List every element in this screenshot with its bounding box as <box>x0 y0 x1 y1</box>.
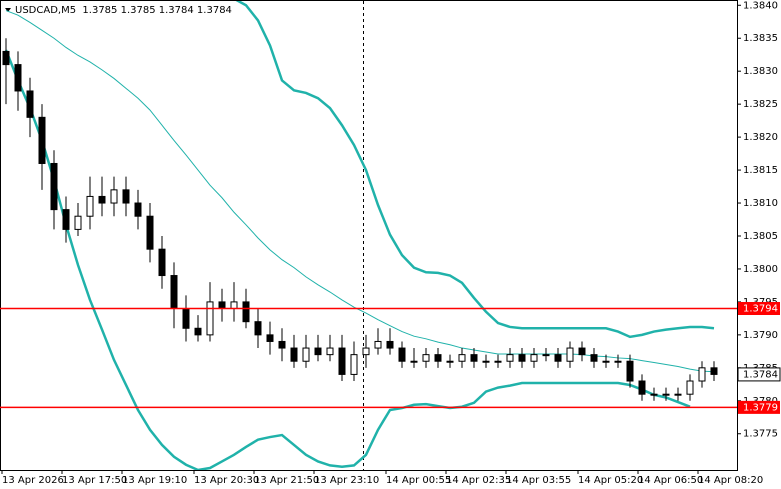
y-tick-label: 1.3820 <box>743 132 778 143</box>
x-tick-label: 14 Apr 00:55 <box>386 475 451 486</box>
candle-body <box>290 347 298 362</box>
candle-body <box>554 354 562 362</box>
plot-area <box>2 1 718 470</box>
bid-label: 1.3784 <box>743 369 778 380</box>
symbol-icon <box>5 8 11 12</box>
candle-body <box>314 347 322 356</box>
candle-body <box>170 275 178 309</box>
candle-body <box>662 393 670 396</box>
indicator-line <box>235 1 715 339</box>
x-tick-label: 14 Apr 03:55 <box>506 475 571 486</box>
x-tick-label: 13 Apr 2026 <box>2 475 64 486</box>
indicator-line <box>4 49 691 470</box>
candle-body <box>38 116 46 164</box>
y-tick-label: 1.3815 <box>743 165 778 176</box>
candle-body <box>14 64 22 92</box>
x-tick-label: 13 Apr 19:10 <box>122 475 187 486</box>
candle-body <box>50 162 58 211</box>
x-tick-label: 14 Apr 08:20 <box>698 475 763 486</box>
candle-body <box>218 301 226 309</box>
candle-body <box>410 360 418 363</box>
x-tick-label: 13 Apr 23:10 <box>314 475 379 486</box>
candle-body <box>230 301 238 309</box>
candle-body <box>542 354 550 357</box>
y-tick-label: 1.3840 <box>743 0 778 11</box>
x-tick-label: 14 Apr 02:35 <box>446 475 511 486</box>
candle-body <box>530 354 538 362</box>
y-tick-label: 1.3805 <box>743 231 778 242</box>
x-tick-label: 13 Apr 17:50 <box>62 475 127 486</box>
chart-title: USDCAD,M5 1.3785 1.3785 1.3784 1.3784 <box>15 5 232 16</box>
candle-body <box>674 393 682 396</box>
y-tick-label: 1.3810 <box>743 198 778 209</box>
y-tick-label: 1.3825 <box>743 99 778 110</box>
candle-body <box>374 340 382 349</box>
candle-body <box>698 367 706 382</box>
candle-body <box>62 209 70 230</box>
level-label: 1.3794 <box>743 303 778 314</box>
candle-body <box>710 367 718 375</box>
candle-body <box>626 360 634 382</box>
candle-body <box>434 354 442 362</box>
candle-body <box>470 354 478 362</box>
candle-body <box>254 321 262 336</box>
y-tick-label: 1.3830 <box>743 66 778 77</box>
candle-body <box>194 327 202 336</box>
candle-body <box>590 354 598 362</box>
candle-body <box>650 393 658 396</box>
candle-body <box>686 380 694 395</box>
candle-body <box>614 360 622 363</box>
x-tick-label: 13 Apr 20:30 <box>194 475 259 486</box>
candle-body <box>494 360 502 363</box>
candle-body <box>26 90 34 118</box>
candle-body <box>566 347 574 362</box>
candle-body <box>422 354 430 362</box>
candle-body <box>326 347 334 356</box>
y-tick-label: 1.3835 <box>743 33 778 44</box>
candle-body <box>338 347 346 375</box>
candle-body <box>110 189 118 204</box>
candle-body <box>98 195 106 204</box>
candle-body <box>278 340 286 349</box>
candle-body <box>2 50 10 66</box>
candle-body <box>482 360 490 363</box>
level-label-box <box>738 400 780 414</box>
y-tick-label: 1.3790 <box>743 330 778 341</box>
level-label-box <box>738 301 780 315</box>
candle-body <box>506 354 514 362</box>
level-label: 1.3779 <box>743 402 778 413</box>
candle-body <box>578 347 586 356</box>
candle-body <box>206 301 214 336</box>
candle-body <box>362 347 370 356</box>
candle-body <box>182 307 190 329</box>
candle-body <box>146 215 154 250</box>
candle-body <box>446 360 454 363</box>
candle-body <box>386 340 394 349</box>
candle-body <box>74 215 82 230</box>
candle-body <box>86 195 94 217</box>
y-tick-label: 1.3800 <box>743 264 778 275</box>
candle-body <box>134 202 142 217</box>
candle-body <box>518 354 526 362</box>
x-tick-label: 13 Apr 21:50 <box>254 475 319 486</box>
candle-body <box>158 248 166 277</box>
candle-body <box>350 354 358 375</box>
y-tick-label: 1.3775 <box>743 429 778 440</box>
candle-body <box>122 189 130 204</box>
candle-body <box>398 347 406 362</box>
candle-body <box>638 380 646 395</box>
x-tick-label: 14 Apr 06:50 <box>638 475 703 486</box>
candle-body <box>458 354 466 362</box>
candle-body <box>266 334 274 342</box>
candle-body <box>242 301 250 323</box>
bid-label-box <box>737 367 781 382</box>
candle-body <box>602 360 610 363</box>
x-tick-label: 14 Apr 05:20 <box>578 475 643 486</box>
candle-body <box>302 347 310 362</box>
